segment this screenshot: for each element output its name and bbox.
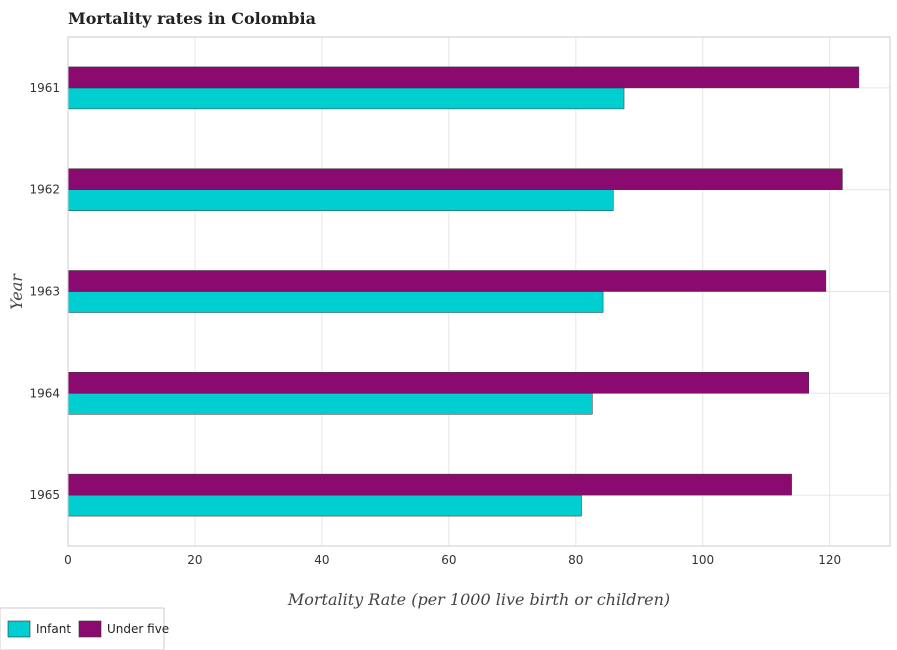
y-tick-label: 1965 bbox=[29, 488, 60, 502]
bar-under-five bbox=[67, 270, 827, 292]
x-tick-label: 80 bbox=[568, 553, 583, 567]
bar-infant bbox=[67, 393, 593, 415]
x-tick-label: 120 bbox=[818, 553, 841, 567]
bar-infant bbox=[67, 494, 582, 517]
y-tick-label: 1963 bbox=[29, 285, 60, 299]
x-tick-label: 100 bbox=[691, 553, 714, 567]
y-axis-label: Year bbox=[7, 273, 26, 310]
bars bbox=[67, 66, 860, 517]
x-tick-label: 40 bbox=[314, 553, 329, 567]
x-axis-label: Mortality Rate (per 1000 live birth or c… bbox=[287, 590, 670, 609]
bar-under-five bbox=[67, 473, 792, 496]
y-tick-label: 1962 bbox=[29, 183, 60, 197]
legend-swatch-infant bbox=[7, 620, 31, 638]
plot-frame bbox=[67, 36, 891, 547]
bar-infant bbox=[67, 189, 614, 211]
bar-infant bbox=[67, 291, 604, 313]
y-tick-label: 1961 bbox=[29, 81, 60, 95]
legend-label-under-five: Under five bbox=[107, 622, 169, 636]
x-tick-label: 60 bbox=[441, 553, 456, 567]
bar-under-five bbox=[67, 66, 860, 89]
ticks: 0 20 40 60 80 100 120 1961 1962 1963 1964 1965 bbox=[29, 81, 841, 567]
bar-under-five bbox=[67, 168, 843, 190]
chart-title: Mortality rates in Colombia bbox=[68, 9, 316, 28]
x-tick-label: 0 bbox=[64, 553, 72, 567]
x-tick-label: 20 bbox=[187, 553, 202, 567]
bar-infant bbox=[67, 87, 625, 110]
bar-under-five bbox=[67, 372, 810, 394]
legend-label-infant: Infant bbox=[36, 622, 71, 636]
legend: Infant Under five bbox=[0, 607, 169, 650]
y-tick-label: 1964 bbox=[29, 386, 60, 400]
legend-swatch-under-five bbox=[78, 620, 102, 638]
